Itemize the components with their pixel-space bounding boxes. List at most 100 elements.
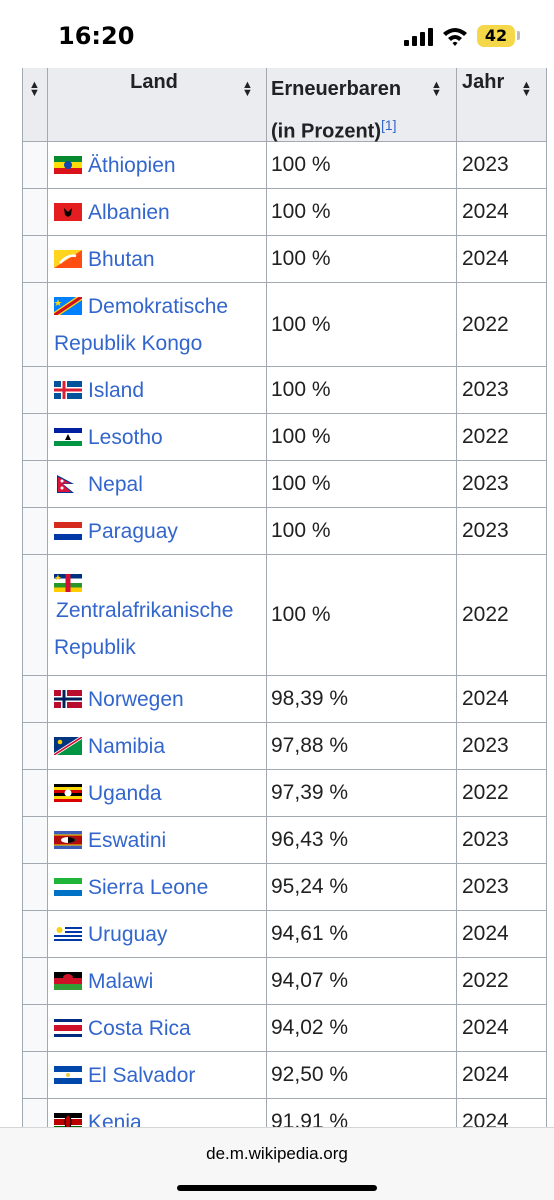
sort-up-icon[interactable]: ▲ — [29, 79, 40, 91]
year-cell: 2022 — [456, 413, 547, 461]
namibia-flag-icon — [54, 736, 82, 755]
wifi-icon — [443, 28, 467, 46]
table-row: Eswatini 96,43 % 2023 — [22, 816, 547, 864]
reference-link[interactable]: [1] — [381, 117, 397, 133]
row-index-cell — [22, 1004, 48, 1052]
row-index-cell — [22, 957, 48, 1005]
country-cell: Lesotho — [47, 413, 267, 461]
row-index-cell — [22, 141, 48, 189]
percent-cell: 100 % — [266, 282, 457, 367]
sort-down-icon[interactable]: ▼ — [431, 87, 442, 99]
lesotho-flag-icon — [54, 427, 82, 446]
table-row: Demokratische Republik Kongo 100 % 2022 — [22, 282, 547, 367]
percent-cell: 100 % — [266, 141, 457, 189]
country-link[interactable]: Eswatini — [88, 828, 167, 852]
year-cell: 2024 — [456, 1051, 547, 1099]
dr-congo-flag-icon — [54, 296, 82, 315]
index-column-header[interactable]: ▲ ▼ — [22, 64, 48, 142]
country-link[interactable]: Uganda — [88, 781, 162, 805]
country-cell: Äthiopien — [47, 141, 267, 189]
country-link[interactable]: Albanien — [88, 200, 170, 224]
country-link[interactable]: Norwegen — [88, 687, 184, 711]
country-link[interactable]: Bhutan — [88, 247, 155, 271]
uganda-flag-icon — [54, 783, 82, 802]
percent-cell: 100 % — [266, 507, 457, 555]
land-header-label: Land — [130, 71, 178, 93]
country-link[interactable]: Uruguay — [88, 922, 168, 946]
percent-cell: 96,43 % — [266, 816, 457, 864]
table-row: Namibia 97,88 % 2023 — [22, 722, 547, 770]
percent-cell: 94,61 % — [266, 910, 457, 958]
row-index-cell — [22, 460, 48, 508]
country-link[interactable]: Demokratische Republik Kongo — [54, 294, 229, 355]
table-row: Norwegen 98,39 % 2024 — [22, 675, 547, 723]
url-text[interactable]: de.m.wikipedia.org — [206, 1144, 348, 1163]
status-time: 16:20 — [58, 22, 135, 50]
percent-cell: 100 % — [266, 554, 457, 676]
erneuerbaren-column-header[interactable]: Erneuerbaren (in Prozent)[1] ▲ ▼ — [266, 64, 457, 143]
table-row: Costa Rica 94,02 % 2024 — [22, 1004, 547, 1052]
country-link[interactable]: Äthiopien — [88, 153, 176, 177]
percent-cell: 91,91 % — [266, 1098, 457, 1127]
country-cell: Uganda — [47, 769, 267, 817]
browser-url-bar[interactable]: de.m.wikipedia.org — [0, 1127, 554, 1200]
country-cell: Demokratische Republik Kongo — [47, 282, 267, 367]
table-row: Island 100 % 2023 — [22, 366, 547, 414]
kenya-flag-icon — [54, 1112, 82, 1127]
percent-cell: 95,24 % — [266, 863, 457, 911]
percent-cell: 92,50 % — [266, 1051, 457, 1099]
el-salvador-flag-icon — [54, 1065, 82, 1084]
percent-cell: 94,02 % — [266, 1004, 457, 1052]
table-row: Bhutan 100 % 2024 — [22, 235, 547, 283]
year-cell: 2024 — [456, 910, 547, 958]
row-index-cell — [22, 769, 48, 817]
sort-down-icon[interactable]: ▼ — [521, 87, 532, 99]
country-link[interactable]: Costa Rica — [88, 1016, 191, 1040]
country-cell: Zentralafrikanische Republik — [47, 554, 267, 676]
country-cell: Uruguay — [47, 910, 267, 958]
row-index-cell — [22, 507, 48, 555]
country-link[interactable]: Malawi — [88, 969, 154, 993]
country-link[interactable]: Namibia — [88, 734, 166, 758]
country-link[interactable]: Paraguay — [88, 519, 178, 543]
country-link[interactable]: Zentralafrikanische Republik — [54, 599, 234, 659]
content-area[interactable]: ▲ ▼ Land ▲ ▼ Erneuerbaren (in Prozent)[1… — [0, 0, 554, 1127]
year-cell: 2022 — [456, 282, 547, 367]
bhutan-flag-icon — [54, 249, 82, 268]
paraguay-flag-icon — [54, 521, 82, 540]
country-cell: Costa Rica — [47, 1004, 267, 1052]
norway-flag-icon — [54, 689, 82, 708]
country-link[interactable]: Nepal — [88, 472, 143, 496]
country-link[interactable]: Lesotho — [88, 425, 163, 449]
home-indicator[interactable] — [177, 1185, 377, 1191]
row-index-cell — [22, 863, 48, 911]
country-cell: Namibia — [47, 722, 267, 770]
sort-up-icon[interactable]: ▲ — [431, 79, 442, 91]
table-row: Sierra Leone 95,24 % 2023 — [22, 863, 547, 911]
row-index-cell — [22, 235, 48, 283]
jahr-column-header[interactable]: Jahr ▲ ▼ — [456, 64, 547, 142]
row-index-cell — [22, 675, 48, 723]
year-cell: 2023 — [456, 507, 547, 555]
percent-cell: 100 % — [266, 235, 457, 283]
table-row: Lesotho 100 % 2022 — [22, 413, 547, 461]
uruguay-flag-icon — [54, 924, 82, 943]
sort-up-icon[interactable]: ▲ — [242, 79, 253, 91]
country-cell: Sierra Leone — [47, 863, 267, 911]
country-link[interactable]: Sierra Leone — [88, 875, 209, 899]
table-row: Paraguay 100 % 2023 — [22, 507, 547, 555]
table-row: Zentralafrikanische Republik 100 % 2022 — [22, 554, 547, 676]
sort-down-icon[interactable]: ▼ — [29, 87, 40, 99]
country-cell: Bhutan — [47, 235, 267, 283]
country-link[interactable]: Kenia — [88, 1110, 142, 1128]
land-column-header[interactable]: Land ▲ ▼ — [47, 64, 267, 142]
erneuerbaren-header-label: Erneuerbaren — [271, 78, 402, 100]
sort-up-icon[interactable]: ▲ — [521, 79, 532, 91]
country-link[interactable]: Island — [88, 378, 145, 402]
country-cell: Eswatini — [47, 816, 267, 864]
year-cell: 2024 — [456, 235, 547, 283]
sort-down-icon[interactable]: ▼ — [242, 87, 253, 99]
year-cell: 2022 — [456, 957, 547, 1005]
in-prozent-header-label: (in Prozent) — [271, 120, 381, 143]
country-link[interactable]: El Salvador — [88, 1063, 196, 1087]
